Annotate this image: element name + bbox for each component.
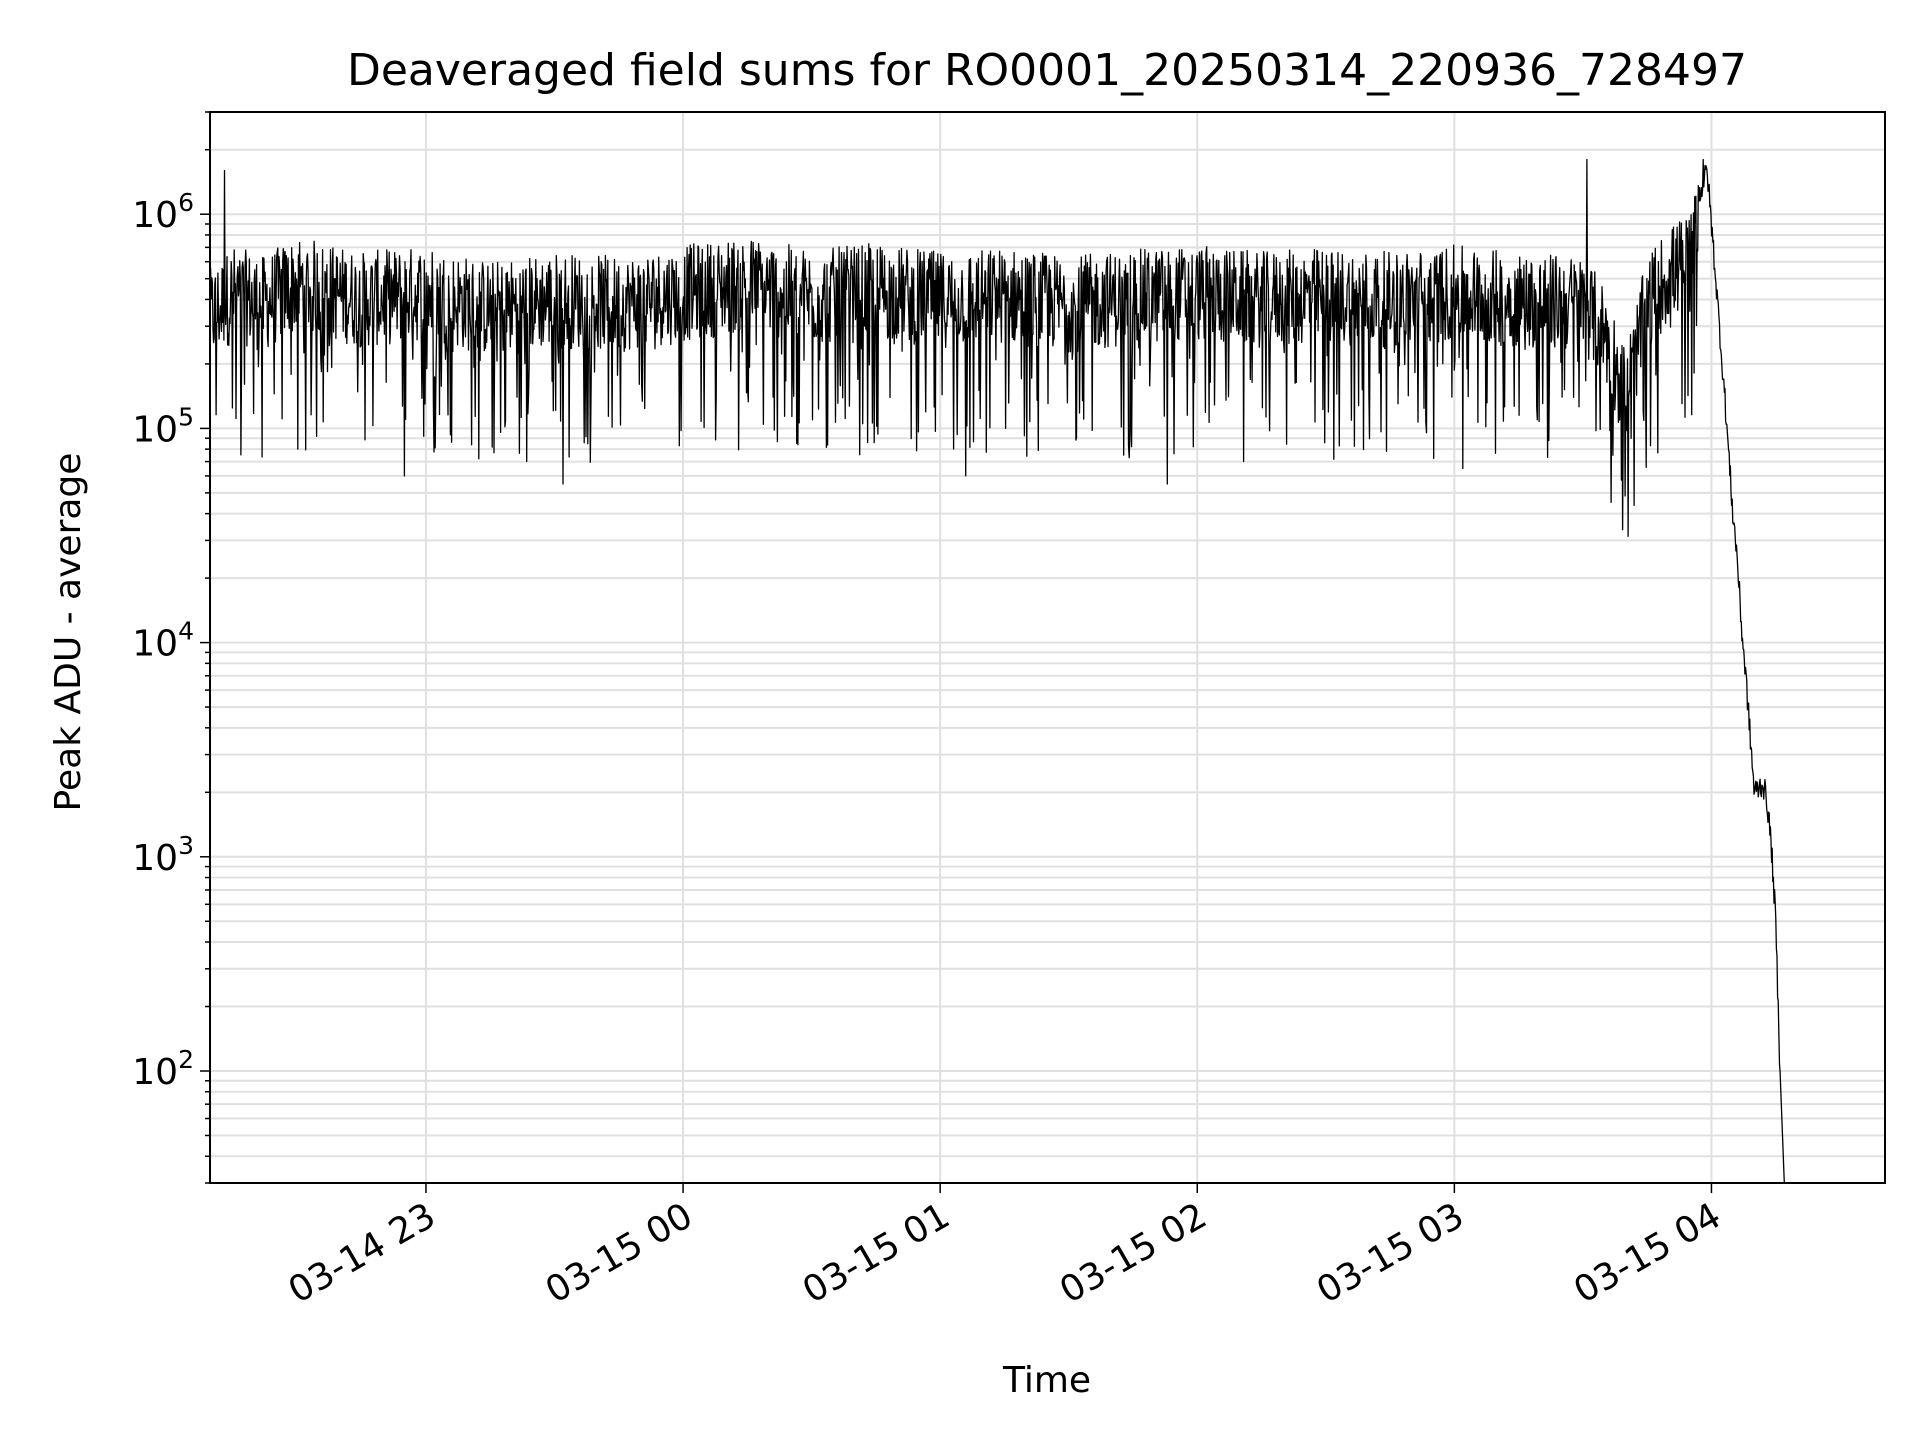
y-tick-label: 102 bbox=[132, 1045, 194, 1093]
y-tick-label: 105 bbox=[132, 402, 194, 450]
plot-area bbox=[209, 158, 1785, 1184]
chart-title: Deaveraged field sums for RO0001_2025031… bbox=[347, 45, 1747, 96]
y-tick-label: 104 bbox=[132, 617, 194, 665]
grid-lines bbox=[210, 111, 1885, 1184]
x-axis-label: Time bbox=[1002, 1360, 1091, 1401]
axes-frame bbox=[209, 111, 1886, 1184]
y-tick-label: 103 bbox=[132, 831, 194, 879]
series-line bbox=[209, 158, 1785, 1184]
y-tick-label: 106 bbox=[132, 188, 194, 236]
y-axis-label: Peak ADU - average bbox=[48, 453, 89, 812]
